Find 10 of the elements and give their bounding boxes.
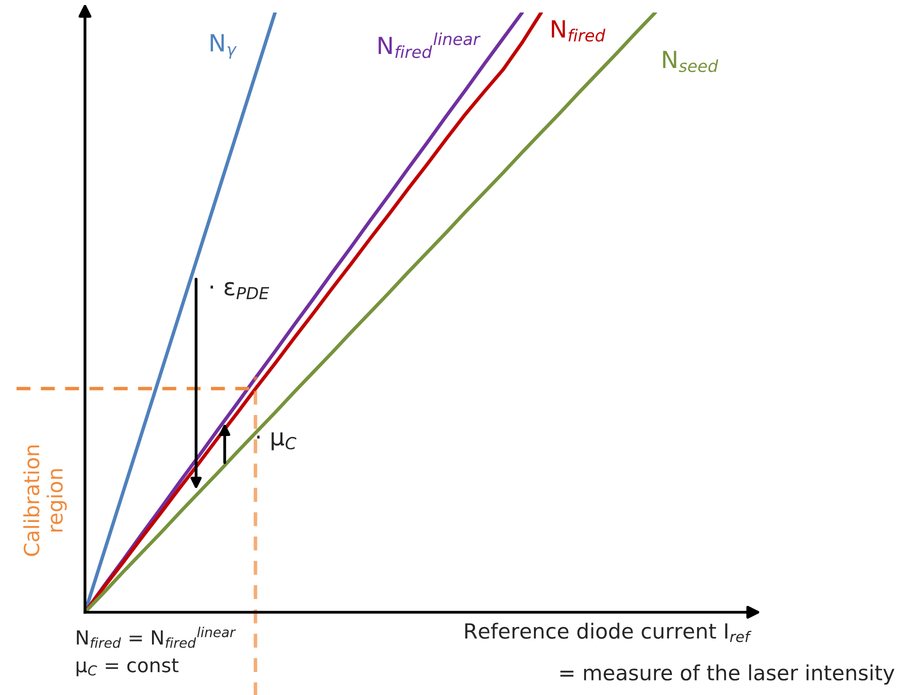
text: N$_{fired}$ = N$_{fired}$$^{linear}$ μ$_{C}$ = const xyxy=(76,626,236,676)
ref-line-label: Calibration region xyxy=(23,446,67,556)
annotation: · μ$_{C}$ xyxy=(257,432,296,450)
series-label: N$_{fired}$$^{linear}$ xyxy=(378,32,481,58)
x-axis-title: Reference diode current I$_{ref}$ xyxy=(465,622,752,642)
series-label: N$_{γ}$ xyxy=(210,34,237,59)
text: = measure of the laser intensity xyxy=(560,664,894,685)
annotation: · ε$_{PDE}$ xyxy=(210,282,270,300)
series-label: N$_{seed}$ xyxy=(663,50,718,72)
series-label: N$_{fired}$ xyxy=(552,20,606,42)
